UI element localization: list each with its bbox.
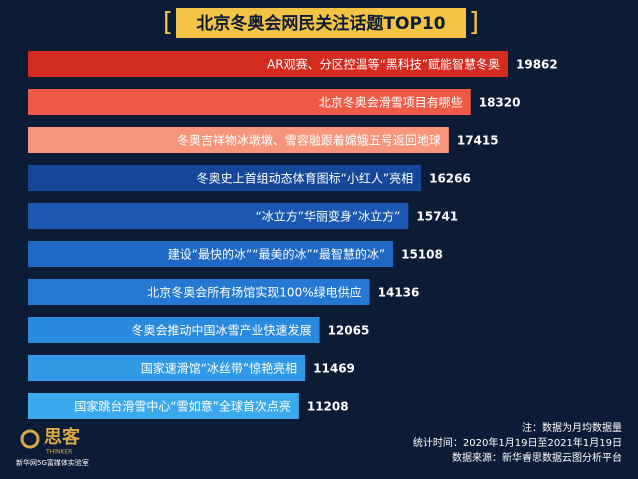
- value-label: 15741: [416, 210, 458, 224]
- bar-label: 北京冬奥会所有场馆实现100%绿电供应: [147, 285, 361, 300]
- bar: [28, 241, 394, 267]
- bar-label: 国家速滑馆“冰丝带”惊艳亮相: [141, 361, 297, 376]
- value-label: 16266: [429, 172, 471, 186]
- bar-label: AR观赛、分区控温等“黑科技”赋能智慧冬奥: [267, 57, 500, 72]
- value-label: 19862: [516, 58, 558, 72]
- bar-label: 冬奥会推动中国冰雪产业快速发展: [132, 323, 312, 338]
- bar: [28, 89, 471, 115]
- bar: [28, 355, 306, 381]
- note: 注：数据为月均数据量: [522, 421, 622, 434]
- bar-label: “冰立方”华丽变身“冰立方”: [256, 209, 401, 224]
- value-label: 11469: [313, 362, 355, 376]
- value-label: 12065: [328, 324, 370, 338]
- logo-subname: THINKER: [45, 449, 72, 456]
- bar: [28, 279, 370, 305]
- note: 数据来源：新华睿思数据云图分析平台: [452, 451, 622, 464]
- logo-name: 思客: [44, 426, 81, 448]
- bar-label: 冬奥吉祥物冰墩墩、雪容融跟着嫦娥五号返回地球: [177, 133, 441, 148]
- bar: [28, 165, 422, 191]
- bar: [28, 127, 449, 153]
- bracket: [: [163, 8, 173, 38]
- bar-label: 冬奥史上首组动态体育图标“小红人”亮相: [197, 171, 413, 186]
- title-box: [176, 8, 466, 38]
- logo-mark: [20, 429, 40, 449]
- bar-label: 国家跳台滑雪中心“雪如意”全球首次点亮: [74, 399, 290, 414]
- bar-label: 北京冬奥会滑雪项目有哪些: [319, 95, 463, 110]
- note: 统计时间：2020年1月19日至2021年1月19日: [413, 436, 622, 449]
- bar: [28, 317, 320, 343]
- logo-org: 新华网5G富媒体实验室: [16, 458, 89, 467]
- value-label: 17415: [457, 134, 499, 148]
- bracket: ]: [469, 8, 479, 38]
- value-label: 11208: [307, 400, 349, 414]
- chart-title: 北京冬奥会网民关注话题TOP10: [196, 13, 445, 34]
- value-label: 14136: [378, 286, 420, 300]
- value-label: 18320: [479, 96, 521, 110]
- bar: [28, 393, 299, 419]
- bar: [28, 51, 508, 77]
- bar: [28, 203, 409, 229]
- value-label: 15108: [401, 248, 443, 262]
- bar-label: 建设“最快的冰”“最美的冰”“最智慧的冰”: [168, 247, 385, 262]
